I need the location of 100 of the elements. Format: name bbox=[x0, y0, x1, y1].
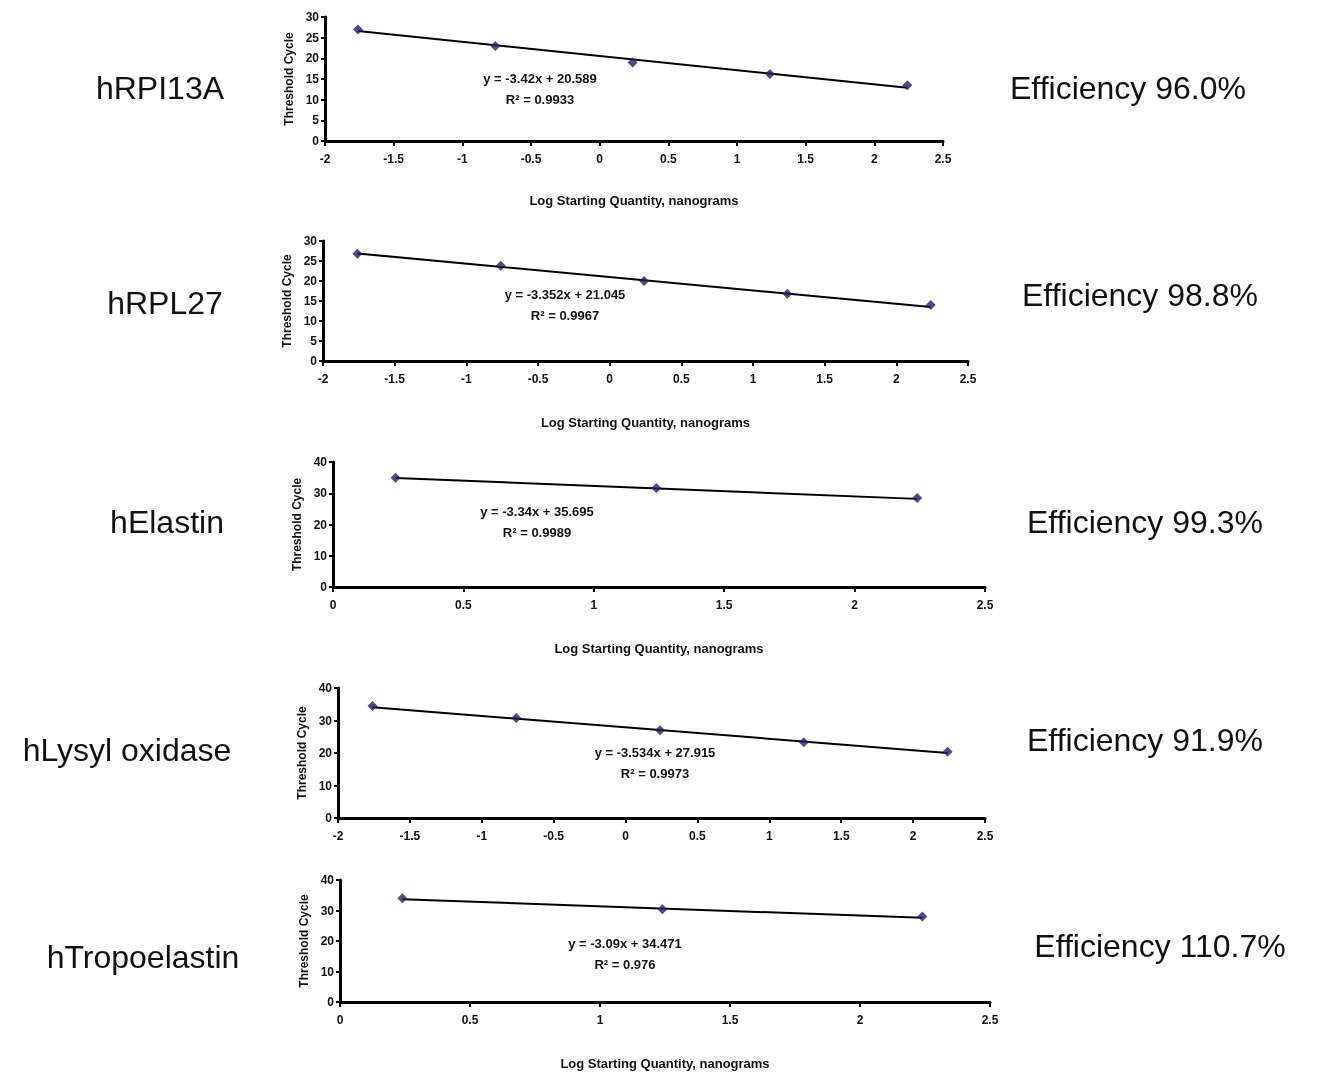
y-axis-title: Threshold Cycle bbox=[282, 32, 296, 126]
point bbox=[639, 276, 650, 286]
x-tick-label: 2.5 bbox=[981, 1013, 999, 1027]
x-axis-title: Log Starting Quantity, nanograms bbox=[540, 415, 751, 430]
point bbox=[902, 80, 913, 91]
point bbox=[352, 248, 363, 259]
y-axis-title: Threshold Cycle bbox=[295, 706, 309, 800]
y-tick-label: 0 bbox=[312, 134, 320, 148]
text: hLysyl oxidase bbox=[22, 732, 232, 768]
text: Efficiency 91.9% bbox=[1027, 722, 1263, 758]
x-tick-label: 2 bbox=[851, 598, 859, 612]
point bbox=[917, 911, 928, 922]
x-tick-label: -1 bbox=[457, 152, 468, 166]
y-tick-label: 15 bbox=[303, 294, 318, 308]
x-tick-label: 2.5 bbox=[976, 829, 994, 843]
y-tick-label: 25 bbox=[305, 30, 320, 45]
y-tick-label: 30 bbox=[320, 903, 335, 918]
x-tick-label: 0.5 bbox=[689, 829, 707, 843]
text: Efficiency 110.7% bbox=[1034, 928, 1286, 964]
x-tick-label: 2 bbox=[892, 372, 900, 386]
y-tick-label: 10 bbox=[320, 964, 335, 979]
point bbox=[925, 300, 936, 310]
x-tick-label: 2 bbox=[870, 152, 878, 166]
y-tick-label: 0 bbox=[327, 995, 335, 1009]
annotation: y = -3.42x + 20.589 R² = 0.9933 bbox=[483, 71, 597, 107]
y-tick-label: 30 bbox=[318, 713, 333, 728]
y-tick-label: 20 bbox=[305, 51, 320, 66]
point bbox=[367, 700, 378, 711]
y-tick-label: 10 bbox=[313, 548, 328, 563]
x-tick-label: -0.5 bbox=[520, 152, 542, 166]
y-tick-label: 0 bbox=[320, 580, 328, 594]
x-tick-label: -1 bbox=[476, 829, 488, 843]
y-tick-label: 40 bbox=[320, 873, 335, 887]
x-tick-label: -1.5 bbox=[399, 829, 421, 843]
y-tick-label: 25 bbox=[303, 254, 318, 268]
point bbox=[764, 69, 775, 80]
x-tick-label: 1.5 bbox=[816, 372, 834, 386]
point bbox=[798, 737, 809, 748]
point bbox=[390, 472, 401, 483]
x-tick-label: 1.5 bbox=[715, 598, 733, 612]
y-tick-label: 10 bbox=[318, 778, 333, 793]
x-tick-label: 0 bbox=[336, 1013, 344, 1027]
x-tick-label: 2.5 bbox=[959, 372, 977, 386]
text: hRPI13A bbox=[95, 70, 225, 106]
y-tick-label: 20 bbox=[313, 517, 328, 532]
point bbox=[912, 492, 923, 503]
x-tick-label: 2.5 bbox=[976, 598, 994, 612]
point bbox=[495, 260, 506, 271]
y-tick-label: 15 bbox=[305, 72, 320, 86]
y-tick-label: 20 bbox=[320, 934, 335, 948]
x-tick-label: 1.5 bbox=[832, 829, 850, 843]
text: Efficiency 96.0% bbox=[1010, 70, 1246, 106]
x-tick-label: -2 bbox=[319, 152, 331, 166]
y-tick-label: 40 bbox=[318, 681, 333, 695]
point bbox=[651, 482, 662, 493]
y-tick-label: 30 bbox=[305, 10, 320, 24]
y-tick-label: 40 bbox=[313, 455, 328, 469]
y-axis-title: Threshold Cycle bbox=[297, 894, 311, 988]
y-axis-title: Threshold Cycle bbox=[280, 254, 294, 348]
x-tick-label: -0.5 bbox=[543, 829, 565, 843]
x-tick-label: -2 bbox=[332, 829, 344, 843]
y-tick-label: 20 bbox=[318, 746, 333, 760]
annotation: y = -3.352x + 21.045 R² = 0.9967 bbox=[504, 287, 626, 323]
x-tick-label: 0 bbox=[622, 829, 630, 843]
text: hRPL27 bbox=[107, 285, 223, 321]
x-tick-label: 0.5 bbox=[455, 598, 473, 612]
x-tick-label: 1 bbox=[765, 829, 773, 843]
x-tick-label: -1 bbox=[461, 372, 472, 386]
x-tick-label: 2.5 bbox=[934, 152, 952, 166]
x-tick-label: 1 bbox=[749, 372, 757, 386]
x-axis-title: Log Starting Quantity, nanograms bbox=[529, 193, 739, 208]
x-tick-label: 1 bbox=[590, 598, 598, 612]
x-tick-label: 1 bbox=[596, 1013, 604, 1027]
y-tick-label: 5 bbox=[310, 334, 318, 348]
text: hElastin bbox=[110, 504, 224, 540]
y-tick-label: 10 bbox=[305, 92, 320, 107]
point bbox=[782, 288, 793, 299]
x-tick-label: 0.5 bbox=[672, 372, 690, 386]
y-tick-label: 10 bbox=[303, 314, 318, 328]
point bbox=[657, 904, 668, 915]
x-tick-label: -1.5 bbox=[384, 372, 406, 386]
x-tick-label: 1.5 bbox=[797, 152, 815, 166]
point bbox=[352, 24, 363, 35]
text: Efficiency 98.8% bbox=[1022, 277, 1258, 313]
y-tick-label: 30 bbox=[313, 486, 328, 501]
y-tick-label: 30 bbox=[303, 234, 318, 248]
text: hTropoelastin bbox=[46, 939, 240, 975]
x-axis-title: Log Starting Quantity, nanograms bbox=[554, 641, 764, 656]
y-tick-label: 0 bbox=[310, 354, 318, 368]
x-tick-label: 0 bbox=[606, 372, 614, 386]
x-tick-label: 1 bbox=[733, 152, 741, 166]
x-tick-label: 0.5 bbox=[461, 1013, 479, 1027]
y-tick-label: 0 bbox=[325, 811, 333, 825]
point bbox=[511, 712, 522, 723]
point bbox=[490, 40, 501, 51]
point bbox=[655, 725, 666, 736]
annotation: y = -3.09x + 34.471 R² = 0.976 bbox=[568, 936, 682, 972]
x-tick-label: 1.5 bbox=[721, 1013, 739, 1027]
x-tick-label: 2 bbox=[856, 1013, 864, 1027]
x-tick-label: -0.5 bbox=[527, 372, 549, 386]
